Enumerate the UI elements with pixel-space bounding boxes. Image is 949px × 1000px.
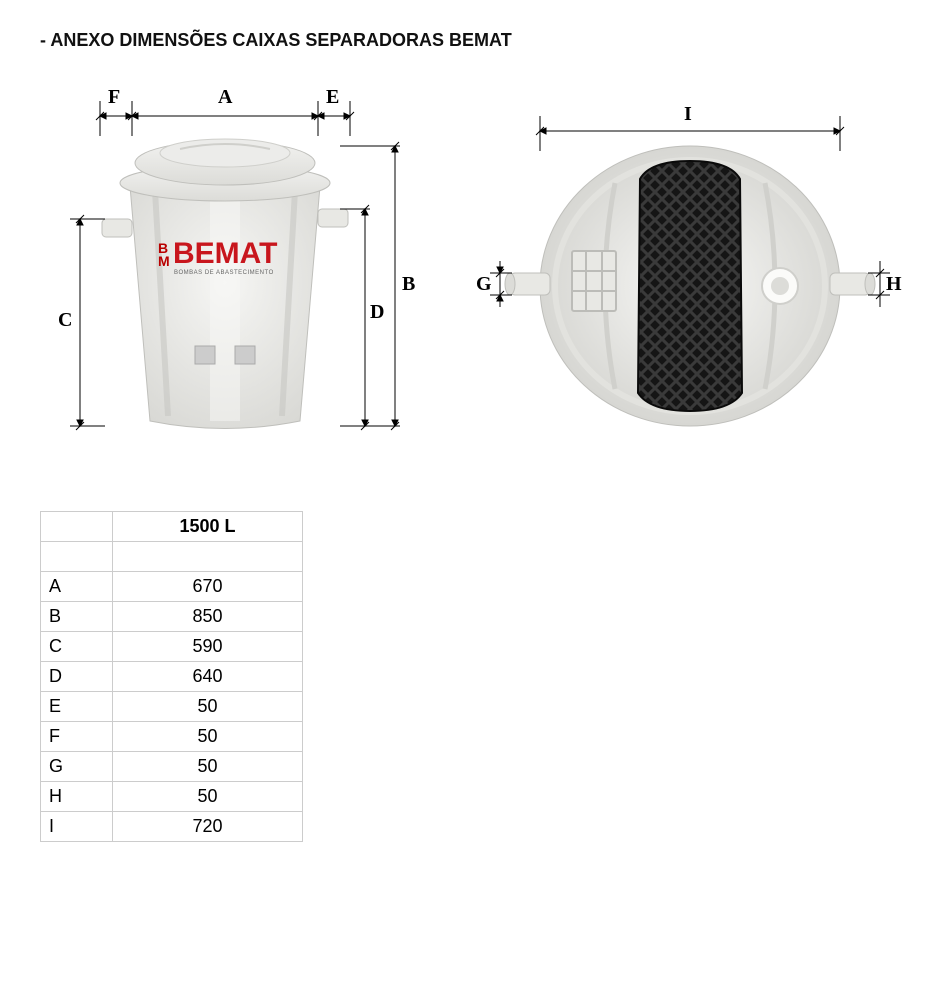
- table-cell-value: 670: [113, 572, 303, 602]
- table-cell-label: B: [41, 602, 113, 632]
- table-cell-label: D: [41, 662, 113, 692]
- dim-label-B: B: [402, 273, 415, 296]
- table-cell: [113, 542, 303, 572]
- table-header-value: 1500 L: [113, 512, 303, 542]
- table-row: A 670: [41, 572, 303, 602]
- dim-label-D: D: [370, 301, 384, 324]
- table-row: D 640: [41, 662, 303, 692]
- table-row: B 850: [41, 602, 303, 632]
- table-row: C 590: [41, 632, 303, 662]
- table-cell: [41, 542, 113, 572]
- table-header-empty: [41, 512, 113, 542]
- dim-label-C: C: [58, 309, 72, 332]
- table-row: F 50: [41, 722, 303, 752]
- dim-label-G: G: [476, 273, 492, 296]
- table-spacer-row: [41, 542, 303, 572]
- table-cell-value: 850: [113, 602, 303, 632]
- table-cell-value: 640: [113, 662, 303, 692]
- table-cell-label: C: [41, 632, 113, 662]
- dim-label-A: A: [218, 86, 232, 109]
- table-cell-label: I: [41, 812, 113, 842]
- table-cell-value: 50: [113, 722, 303, 752]
- table-cell-value: 50: [113, 752, 303, 782]
- page-title: - ANEXO DIMENSÕES CAIXAS SEPARADORAS BEM…: [40, 30, 909, 51]
- brand-logo: B M BEMAT BOMBAS DE ABASTECIMENTO: [158, 237, 277, 276]
- dimensions-table: 1500 L A 670 B 850 C 590 D 640 E 50 F 50…: [40, 511, 303, 842]
- dim-label-H: H: [886, 273, 902, 296]
- svg-text:M: M: [158, 253, 170, 269]
- table-cell-label: H: [41, 782, 113, 812]
- table-cell-value: 590: [113, 632, 303, 662]
- table-cell-label: E: [41, 692, 113, 722]
- dim-label-F: F: [108, 86, 120, 109]
- top-view-svg: [480, 101, 900, 441]
- front-view-svg: B M BEMAT BOMBAS DE ABASTECIMENTO: [40, 91, 420, 451]
- svg-text:BOMBAS DE ABASTECIMENTO: BOMBAS DE ABASTECIMENTO: [174, 270, 274, 276]
- table-cell-value: 50: [113, 782, 303, 812]
- table-row: I 720: [41, 812, 303, 842]
- front-view-diagram: B M BEMAT BOMBAS DE ABASTECIMENTO: [40, 91, 420, 451]
- dim-label-I: I: [684, 103, 692, 126]
- top-view-diagram: I G H: [480, 101, 900, 441]
- table-cell-value: 50: [113, 692, 303, 722]
- table-row: H 50: [41, 782, 303, 812]
- diagram-row: B M BEMAT BOMBAS DE ABASTECIMENTO: [40, 91, 909, 451]
- table-cell-label: A: [41, 572, 113, 602]
- brand-name: BEMAT: [173, 237, 277, 270]
- table-row: E 50: [41, 692, 303, 722]
- table-cell-value: 720: [113, 812, 303, 842]
- table-cell-label: F: [41, 722, 113, 752]
- table-cell-label: G: [41, 752, 113, 782]
- table-row: G 50: [41, 752, 303, 782]
- dim-label-E: E: [326, 86, 339, 109]
- table-header-row: 1500 L: [41, 512, 303, 542]
